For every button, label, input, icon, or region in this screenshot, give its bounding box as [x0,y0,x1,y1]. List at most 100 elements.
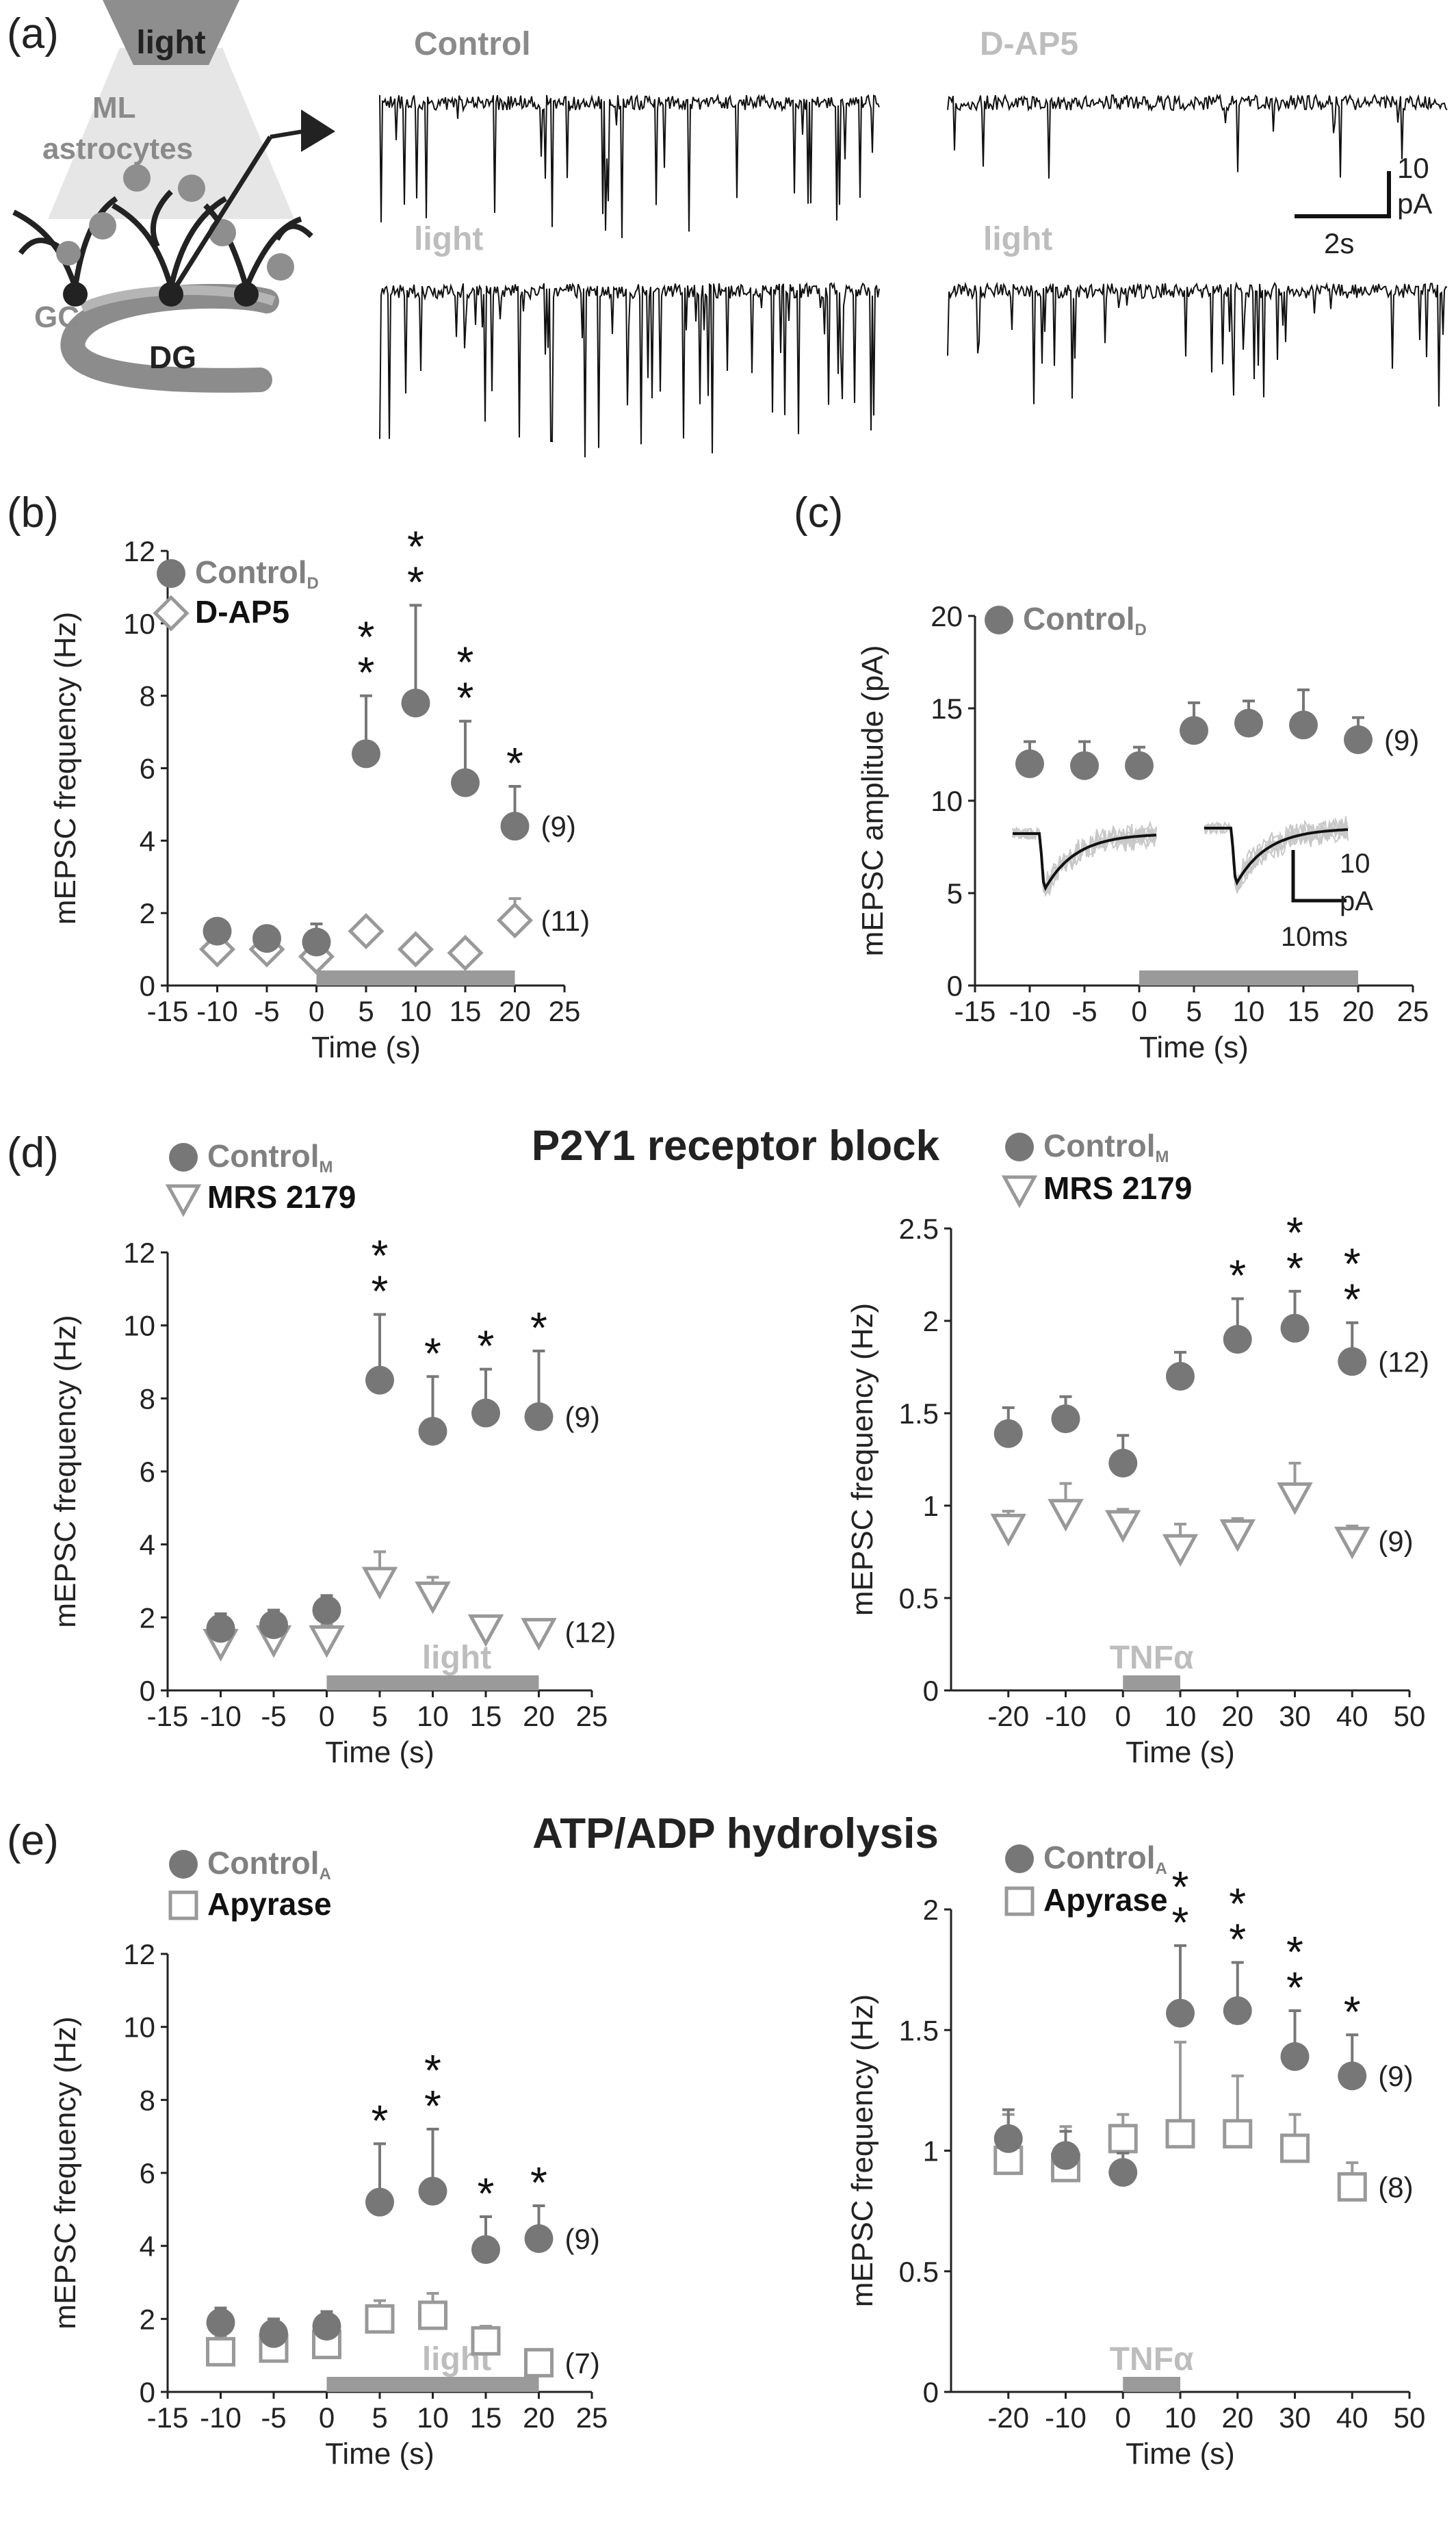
legend-label: ControlA [1043,1840,1167,1878]
x-tick-label: 15 [1288,995,1320,1027]
x-tick-label: -10 [200,2401,242,2434]
significance-star: * [424,2081,441,2130]
legend-label-subscript: A [320,1865,331,1883]
y-tick-label: 2 [140,2303,155,2335]
significance-star: * [1229,1915,1246,1964]
x-tick-label: 10 [1233,995,1265,1027]
data-point [496,902,534,939]
y-tick-label: 4 [140,1529,155,1561]
data-point [252,924,281,953]
data-point [524,1402,554,1431]
x-tick-label: -5 [261,1700,286,1732]
y-tick-label: 6 [140,753,155,785]
data-point [302,927,331,957]
x-tick-label: 0 [1115,2401,1131,2434]
y-tick-label: 8 [140,1382,155,1415]
schematic-light-label: light [136,25,205,61]
legend-marker [985,606,1013,634]
x-axis-title: Time (s) [1126,1736,1235,1769]
data-point [1166,1362,1195,1391]
data-point [1338,1347,1367,1376]
legend-label-text: Control [207,1138,320,1174]
x-tick-label: 25 [1397,995,1429,1027]
stimulus-bar [1123,2377,1180,2392]
x-tick-label: 10 [400,995,432,1027]
legend-label: ControlM [1043,1128,1169,1166]
significance-star: * [358,613,375,662]
schematic-dg-label: DG [149,339,196,375]
data-point [1234,708,1263,738]
x-tick-label: 30 [1279,2401,1311,2434]
inset-scale-x: 10ms [1281,922,1348,952]
x-axis-title: Time (s) [325,1736,434,1769]
y-tick-label: 0 [947,970,963,1002]
pipette-arrow [301,110,335,152]
data-point [524,2224,554,2253]
data-point [206,1614,235,1643]
data-point [397,931,434,968]
x-tick-label: -15 [147,2401,189,2434]
data-point [1108,2158,1138,2187]
legend-marker [169,1143,198,1172]
legend-marker [1005,1133,1034,1161]
data-point [259,2319,288,2348]
x-tick-label: 25 [576,1700,608,1732]
legend-label-subscript: D [1135,621,1147,639]
y-tick-label: 6 [140,1456,155,1488]
legend-label: Apyrase [207,1886,332,1922]
data-point [352,739,380,769]
x-tick-label: 5 [1186,995,1201,1027]
x-tick-label: 10 [417,1700,449,1732]
y-tick-label: 2 [140,1601,155,1634]
data-point [993,1419,1023,1448]
x-tick-label: 20 [1221,1700,1253,1732]
y-axis-title: mEPSC frequency (Hz) [846,1994,879,2307]
trace-light-1 [379,282,880,458]
y-tick-label: 1 [923,2135,939,2167]
data-point [1223,2119,1253,2149]
x-tick-label: -10 [1009,995,1051,1027]
data-point [1180,716,1208,745]
data-point [1108,1448,1138,1478]
x-tick-label: 0 [319,2401,335,2434]
legend-label: MRS 2179 [207,1179,356,1215]
legend-label-text: Control [195,554,307,590]
significance-star: * [1229,1251,1246,1300]
significance-star: * [478,2169,495,2218]
trace-label-dap5: D-AP5 [980,26,1078,62]
x-tick-label: 10 [1165,2401,1197,2434]
legend-label: ControlM [207,1138,333,1176]
legend-label: Apyrase [1043,1882,1168,1918]
x-tick-label: 5 [372,1700,387,1732]
y-tick-label: 0 [140,970,155,1002]
x-tick-label: -10 [1045,2401,1087,2434]
y-tick-label: 4 [140,825,155,857]
y-tick-label: 5 [947,877,963,910]
significance-star: * [372,2096,389,2145]
data-point [1289,710,1318,740]
light-beam [48,48,294,219]
data-point [418,1417,447,1446]
y-axis-title: mEPSC frequency (Hz) [846,1303,879,1616]
data-point [993,2124,1023,2153]
x-tick-label: -10 [196,995,238,1027]
x-tick-label: 20 [523,1700,555,1732]
trace-label-light-1: light [414,221,483,257]
x-tick-label: -5 [261,2401,286,2434]
x-tick-label: 40 [1336,2401,1368,2434]
series-n-label: (8) [1378,2171,1413,2203]
series-n-label: (7) [565,2347,600,2379]
data-point [1048,1499,1084,1532]
light-source [103,0,239,65]
x-tick-label: 5 [372,2401,387,2434]
x-tick-label: -20 [987,1700,1029,1732]
x-tick-label: 30 [1279,1700,1311,1732]
series-n-label: (12) [1378,1345,1429,1378]
heading-e: ATP/ADP hydrolysis [532,1810,939,1857]
legend-label-text: Control [1043,1840,1156,1875]
x-tick-label: -20 [987,2401,1029,2434]
trace-scale-x: 2s [1324,227,1354,259]
y-tick-label: 0 [923,1675,939,1707]
significance-star: * [358,648,375,697]
